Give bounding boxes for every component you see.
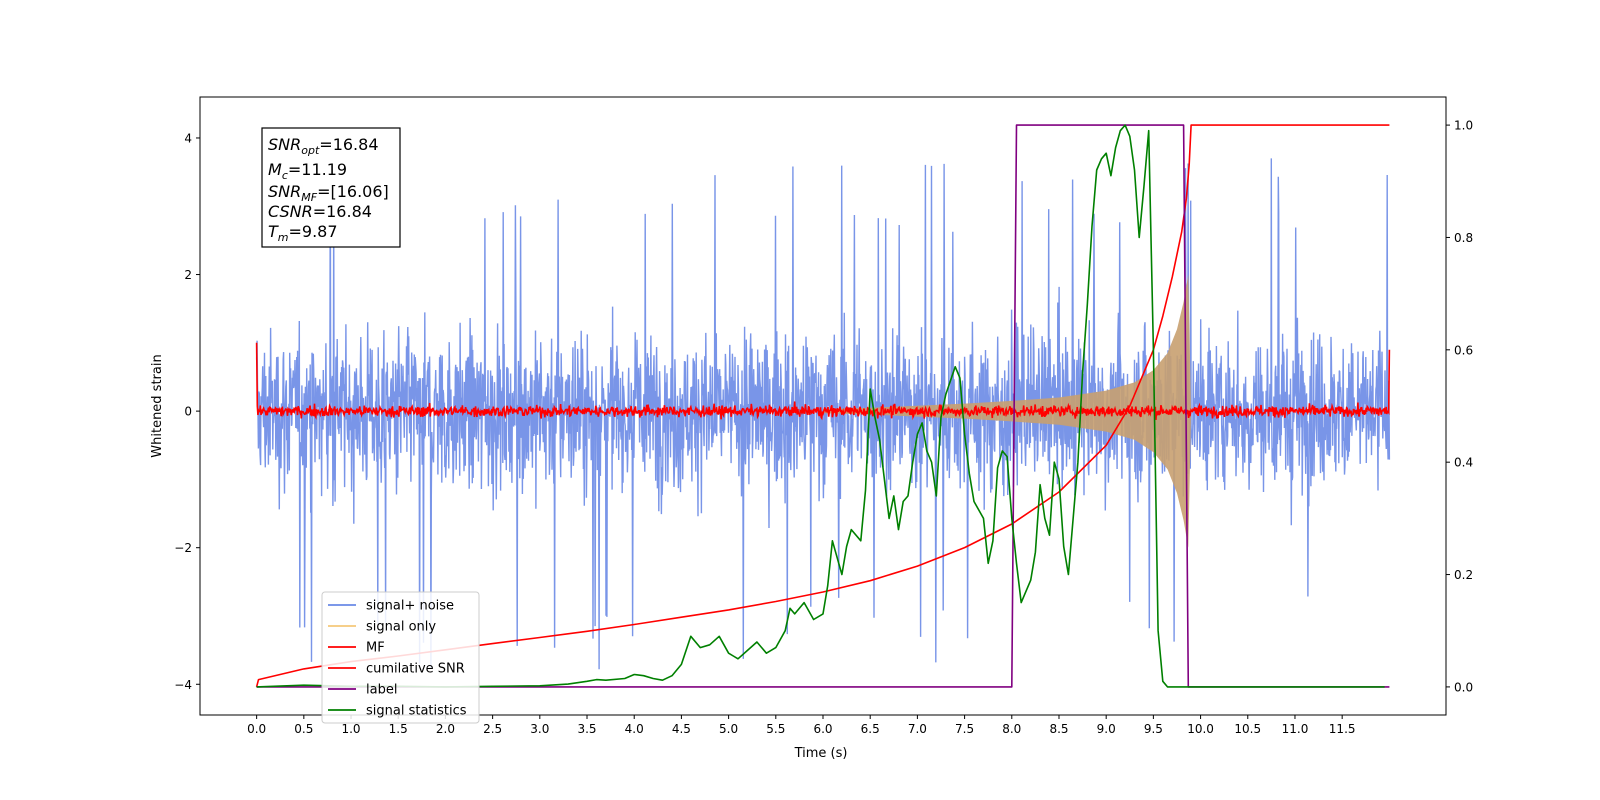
y-left-tick-label: −2 <box>174 541 192 555</box>
legend-label: cumilative SNR <box>366 662 465 677</box>
x-tick-label: 11.5 <box>1329 722 1356 736</box>
x-tick-label: 4.5 <box>672 722 691 736</box>
legend-label: label <box>366 683 397 698</box>
x-tick-label: 7.5 <box>955 722 974 736</box>
x-axis-label: Time (s) <box>794 746 848 761</box>
x-tick-label: 5.5 <box>766 722 785 736</box>
x-tick-label: 11.0 <box>1282 722 1309 736</box>
series-mf <box>255 342 1391 421</box>
x-tick-label: 6.0 <box>813 722 832 736</box>
x-tick-label: 0.0 <box>247 722 266 736</box>
annotation-box: SNRopt=16.84 Mc=11.19 SNRMF=[16.06] CSNR… <box>261 127 401 248</box>
y-axis-label: Whitened strain <box>150 354 165 457</box>
y-left-tick-label: 4 <box>184 131 192 145</box>
annotation-snr-mf: SNRMF=[16.06] <box>268 182 389 204</box>
y-right-tick-label: 0.8 <box>1454 231 1473 245</box>
y-right-tick-label: 0.0 <box>1454 680 1473 694</box>
y-left-tick-label: 0 <box>184 405 192 419</box>
legend: signal+ noise signal only MF cumilative SNR… <box>321 591 480 724</box>
x-tick-label: 2.0 <box>436 722 455 736</box>
x-tick-label: 0.5 <box>294 722 313 736</box>
legend-label: MF <box>366 641 385 656</box>
legend-label: signal statistics <box>366 704 467 719</box>
x-tick-label: 10.0 <box>1187 722 1214 736</box>
x-tick-label: 2.5 <box>483 722 502 736</box>
x-tick-label: 9.0 <box>1097 722 1116 736</box>
x-tick-label: 7.0 <box>908 722 927 736</box>
y-right-tick-label: 1.0 <box>1454 119 1473 133</box>
y-right-tick-label: 0.6 <box>1454 343 1473 357</box>
annotation-csnr: CSNR=16.84 <box>268 202 372 221</box>
x-tick-label: 5.0 <box>719 722 738 736</box>
x-tick-label: 1.5 <box>389 722 408 736</box>
legend-label: signal+ noise <box>366 599 454 614</box>
x-tick-label: 3.5 <box>577 722 596 736</box>
x-tick-label: 8.0 <box>1002 722 1021 736</box>
x-tick-label: 4.0 <box>625 722 644 736</box>
axes-layer: 0.0 0.5 1.0 1.5 2.0 2.5 3.0 3.5 4.0 4.5 5.0 5.5 6.0 6… <box>174 119 1473 736</box>
x-tick-label: 6.5 <box>861 722 880 736</box>
series-signal-noise <box>255 154 1391 670</box>
y-left-tick-label: −4 <box>174 678 192 692</box>
y-left-tick-label: 2 <box>184 268 192 282</box>
series-signal-statistics <box>256 124 1385 688</box>
x-tick-label: 1.0 <box>341 722 360 736</box>
x-tick-label: 9.5 <box>1144 722 1163 736</box>
y-right-tick-label: 0.2 <box>1454 568 1473 582</box>
legend-entries: signal+ noise signal only MF cumilative SNR… <box>328 599 467 719</box>
y-right-tick-label: 0.4 <box>1454 456 1473 470</box>
legend-label: signal only <box>366 620 436 635</box>
x-tick-label: 8.5 <box>1049 722 1068 736</box>
x-tick-label: 3.0 <box>530 722 549 736</box>
annotation-snr-opt: SNRopt=16.84 <box>268 135 379 157</box>
annotation-mc: Mc=11.19 <box>268 160 347 182</box>
x-tick-label: 10.5 <box>1234 722 1261 736</box>
annotation-tm: Tm=9.87 <box>268 222 338 244</box>
legend-frame <box>321 591 480 724</box>
